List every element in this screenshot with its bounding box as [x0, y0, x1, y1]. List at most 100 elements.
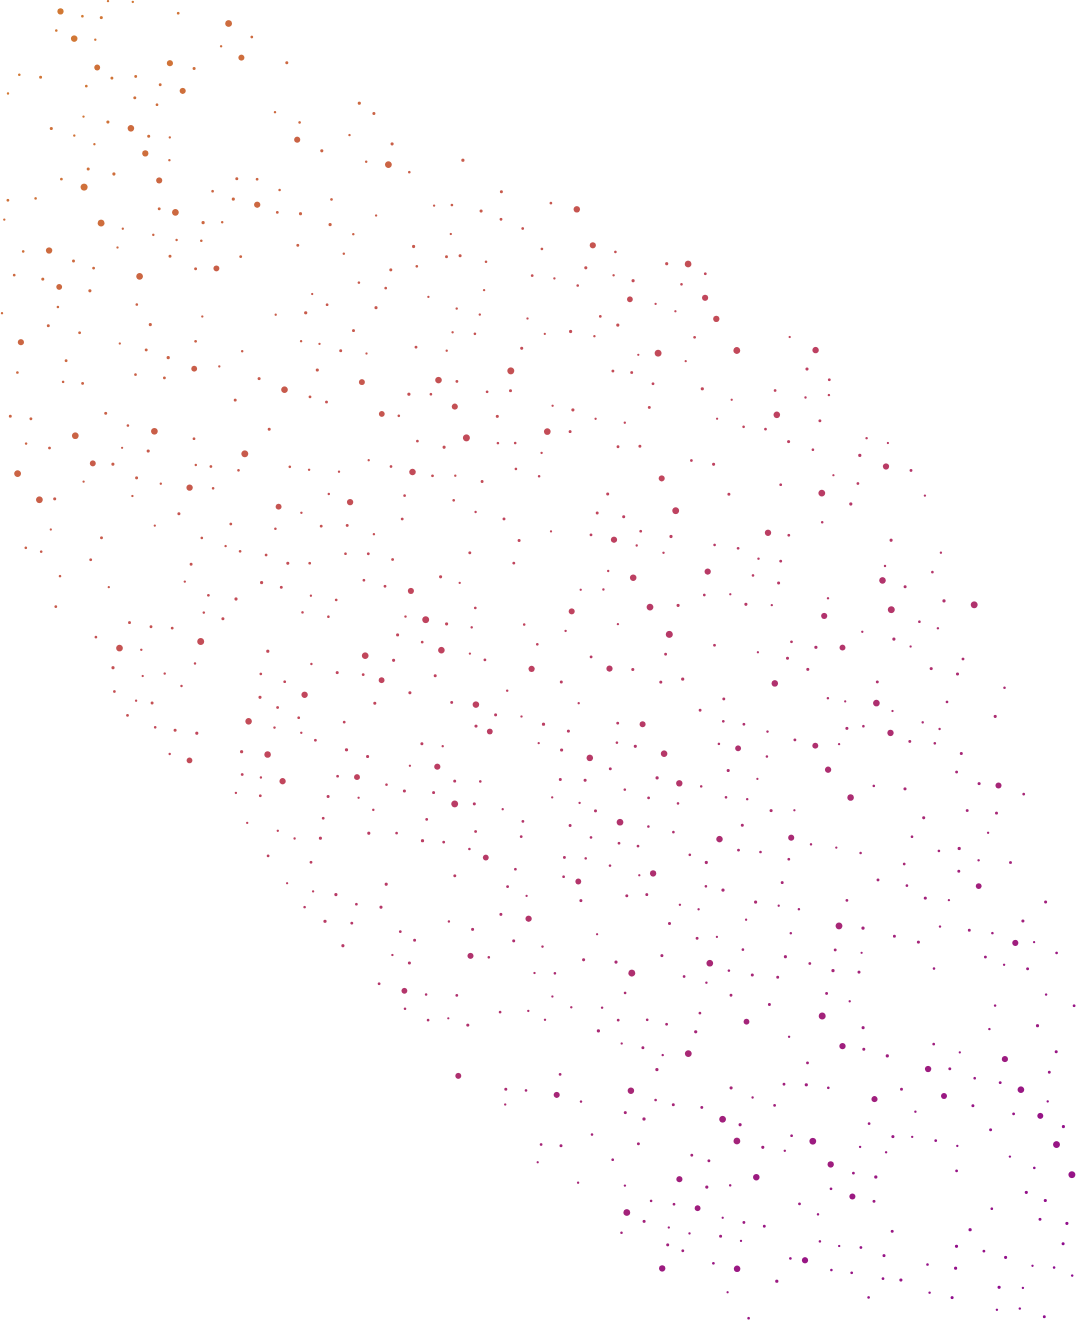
dot-small [250, 35, 254, 39]
dot-large [629, 574, 637, 581]
dot-small [200, 536, 204, 540]
dot-large [254, 201, 261, 208]
dot-small [827, 393, 831, 397]
dot-small [234, 791, 238, 795]
dot-small [168, 254, 172, 258]
dot-small [891, 709, 894, 713]
dot-small [850, 1271, 854, 1275]
dot-small [355, 902, 358, 906]
dot-large [771, 680, 779, 687]
dot-small [445, 255, 448, 259]
dot-large [434, 763, 441, 770]
dot-small [638, 874, 641, 877]
dot-small [787, 857, 791, 861]
dot-large [733, 1265, 741, 1273]
dot-small [705, 1185, 709, 1189]
dot-small [168, 136, 171, 139]
dot-small [1052, 1266, 1056, 1269]
dot-small [939, 551, 943, 554]
dot-large [665, 630, 673, 638]
dot-small [211, 189, 214, 193]
dot-small [891, 1135, 895, 1139]
dot-small [426, 1018, 430, 1022]
dot-small [431, 474, 434, 478]
dot-small [374, 214, 378, 217]
dot-small [909, 468, 913, 472]
dot-small [392, 658, 396, 662]
dot-large [486, 728, 493, 735]
dot-small [623, 1184, 627, 1187]
dot-small [352, 232, 355, 236]
dot-small [770, 603, 773, 607]
dot-small [551, 995, 554, 998]
dot-small [829, 1187, 833, 1191]
dot-large [743, 1018, 750, 1025]
dot-small [903, 787, 907, 791]
dot-small [449, 232, 452, 236]
dot-small [84, 84, 88, 88]
dot-small [126, 714, 129, 717]
dot-small [680, 283, 683, 286]
dot-small [793, 809, 796, 812]
dot-small [666, 1243, 670, 1247]
dot-small [642, 1219, 646, 1223]
dot-small [859, 851, 862, 855]
dot-large [818, 489, 826, 497]
dot-small [106, 120, 110, 124]
dot-small [780, 881, 784, 885]
dot-small [468, 652, 472, 655]
dot-small [892, 934, 896, 938]
dot-small [945, 700, 949, 704]
dot-small [1024, 1190, 1028, 1194]
dot-large [127, 125, 135, 132]
dot-small [909, 645, 912, 648]
dot-small [991, 931, 994, 935]
dot-large [818, 1012, 826, 1020]
dot-small [916, 940, 920, 944]
dot-large [733, 347, 741, 354]
dot-small [89, 558, 93, 562]
dot-small [702, 593, 706, 597]
dot-small [623, 1111, 627, 1115]
dot-small [645, 1018, 649, 1022]
dot-small [861, 630, 864, 633]
dot-small [364, 160, 368, 163]
dot-small [246, 821, 249, 825]
dot-small [726, 768, 730, 773]
dot-small [307, 468, 311, 472]
dot-small [499, 217, 503, 221]
dot-small [674, 310, 677, 313]
dot-small [81, 381, 85, 385]
dot-small [1044, 900, 1048, 904]
dot-large [14, 470, 21, 477]
dot-small [506, 885, 509, 888]
dot-small [589, 836, 593, 839]
dot-small [526, 317, 529, 320]
dot-small [612, 274, 615, 277]
dot-small [286, 561, 290, 565]
dot-small [668, 922, 671, 925]
dot-small [300, 731, 303, 734]
dot-small [537, 475, 541, 478]
dot-small [583, 778, 587, 782]
dot-small [134, 373, 137, 376]
dot-small [704, 885, 708, 888]
dot-small [655, 1068, 659, 1072]
dot-small [407, 392, 411, 396]
dot-small [662, 551, 665, 554]
dot-small [559, 680, 563, 684]
dot-small [484, 260, 488, 264]
dot-large [97, 219, 105, 227]
dot-small [968, 1228, 972, 1232]
dot-small [403, 1007, 407, 1010]
dot-small [745, 797, 749, 801]
dot-small [783, 1149, 787, 1153]
dot-small [793, 738, 797, 742]
dot-small [379, 905, 383, 909]
dot-small [995, 811, 998, 815]
dot-large [1068, 1171, 1076, 1179]
dot-small [614, 250, 617, 254]
dot-small [24, 546, 28, 550]
dot-small [391, 953, 394, 957]
dot-small [611, 369, 615, 373]
